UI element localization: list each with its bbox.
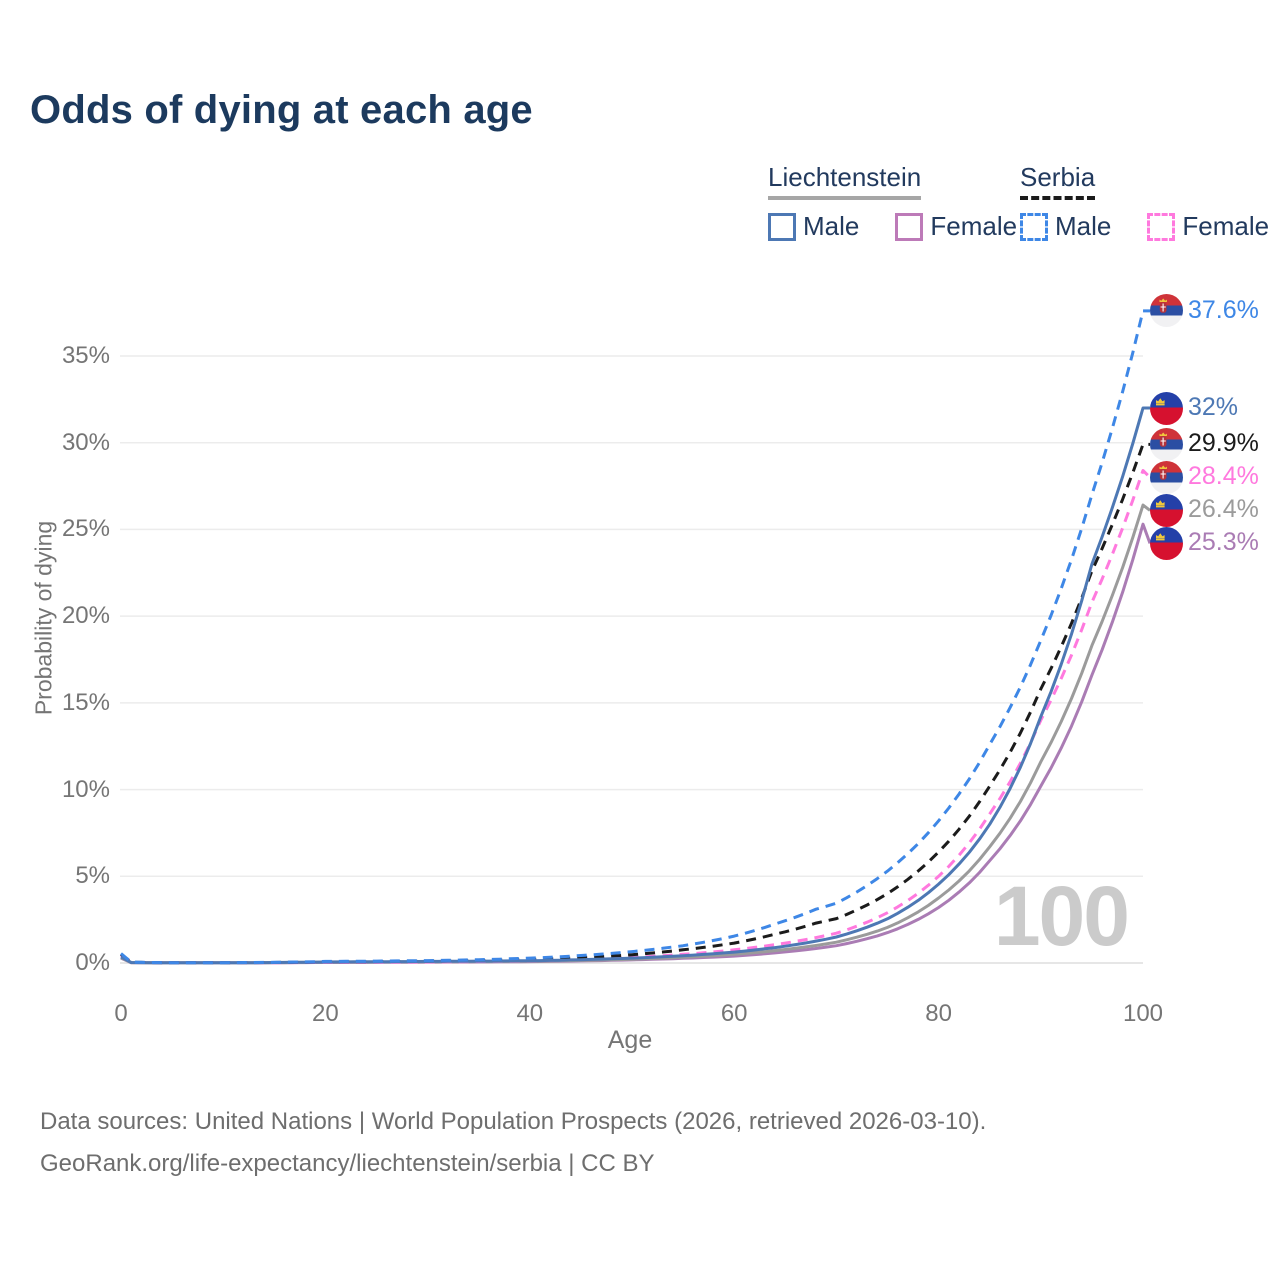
y-tick-label: 10% — [61, 775, 110, 803]
x-tick-label: 60 — [720, 1000, 748, 1027]
end-value-label-serbia-both: 29.9% — [1188, 429, 1259, 458]
serbia-flag-icon — [1150, 427, 1183, 461]
end-value-label-serbia-male: 37.6% — [1188, 295, 1259, 324]
legend-group-liechtenstein: Liechtenstein Male Female — [768, 162, 1017, 242]
serbia-male-swatch-icon — [1020, 212, 1048, 241]
serbia-flag-icon — [1150, 460, 1183, 494]
data-sources-text: Data sources: United Nations | World Pop… — [40, 1108, 987, 1135]
series-line-serbia-female — [120, 469, 1152, 965]
legend-row: Male Female — [768, 211, 1017, 242]
liechtenstein-female-swatch-icon — [895, 212, 924, 241]
x-tick-label: 80 — [925, 1000, 952, 1027]
y-tick-label: 35% — [61, 341, 110, 369]
end-value-label-liechtenstein-both: 26.4% — [1188, 495, 1259, 524]
end-value-label-serbia-female: 28.4% — [1188, 462, 1259, 491]
legend-item-label: Female — [1182, 211, 1270, 241]
liechtenstein-flag-icon — [1150, 493, 1183, 527]
page-title: Odds of dying at each age — [30, 88, 533, 132]
attribution-text: GeoRank.org/life-expectancy/liechtenstei… — [40, 1150, 655, 1177]
legend-group-serbia: Serbia Male Female — [1020, 162, 1269, 242]
serbia-flag-icon — [1150, 294, 1183, 328]
legend-item-serbia-male[interactable]: Male — [1020, 211, 1111, 242]
y-tick-label: 15% — [61, 688, 110, 716]
series-line-liechtenstein-male — [120, 406, 1150, 965]
legend-item-serbia-female[interactable]: Female — [1147, 211, 1269, 242]
legend-header-liechtenstein: Liechtenstein — [768, 162, 922, 200]
legend-item-liechtenstein-female[interactable]: Female — [895, 211, 1017, 242]
y-tick-label: 5% — [75, 862, 110, 890]
liechtenstein-flag-icon — [1150, 391, 1183, 425]
liechtenstein-flag-icon — [1150, 526, 1183, 560]
liechtenstein-male-swatch-icon — [768, 212, 796, 241]
legend-item-label: Male — [803, 211, 860, 241]
legend-header-serbia: Serbia — [1020, 162, 1096, 200]
x-axis-title: Age — [607, 1026, 653, 1054]
x-tick-label: 100 — [1122, 1000, 1164, 1027]
x-tick-label: 20 — [312, 1000, 339, 1027]
y-tick-label: 30% — [61, 428, 110, 456]
y-tick-label: 20% — [61, 602, 110, 630]
series-line-serbia-male — [120, 309, 1150, 965]
series-line-liechtenstein-female — [120, 522, 1152, 965]
legend-item-label: Male — [1055, 211, 1112, 241]
legend-item-label: Female — [930, 211, 1018, 241]
legend-row: Male Female — [1020, 211, 1269, 242]
x-tick-label: 0 — [114, 1000, 128, 1027]
end-value-label-liechtenstein-male: 32% — [1188, 393, 1239, 422]
serbia-female-swatch-icon — [1147, 212, 1176, 241]
legend-item-liechtenstein-male[interactable]: Male — [768, 211, 859, 242]
y-tick-label: 0% — [75, 949, 110, 976]
age-counter-watermark: 100 — [993, 869, 1130, 963]
end-value-label-liechtenstein-female: 25.3% — [1188, 528, 1259, 557]
y-tick-label: 25% — [61, 515, 110, 543]
x-tick-label: 40 — [516, 1000, 544, 1027]
